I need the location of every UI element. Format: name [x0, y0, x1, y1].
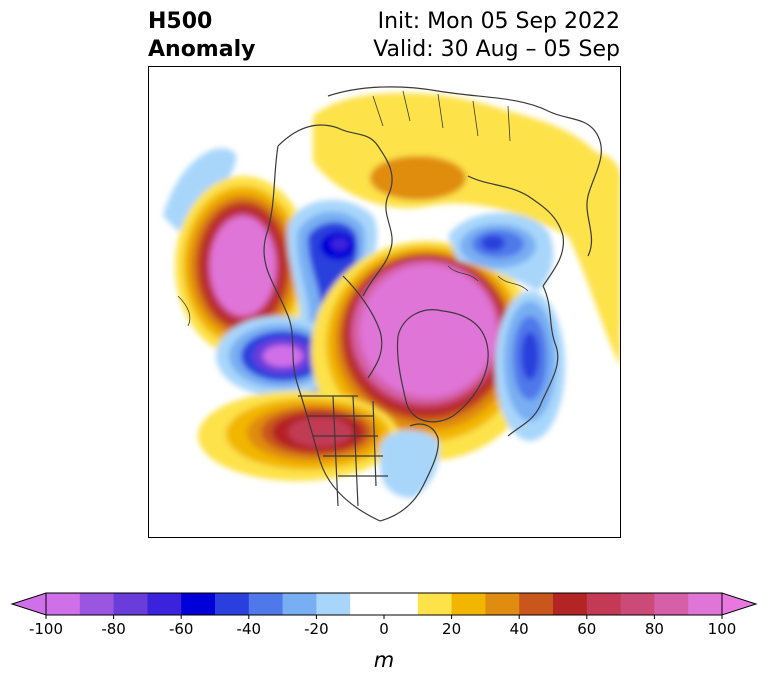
colorbar-segment: [519, 593, 554, 615]
colorbar-ticks: -100 -80 -60 -40 -20 0 20 40 60 80 100: [29, 615, 736, 638]
colorbar-tick-label: -20: [304, 620, 329, 638]
colorbar-segment: [485, 593, 520, 615]
colorbar-segment: [417, 593, 453, 615]
colorbar-segment: [79, 593, 115, 615]
colorbar-tick-label: -60: [169, 620, 194, 638]
colorbar-segment: [350, 593, 419, 615]
colorbar-segments: [10, 592, 758, 616]
colorbar-segment: [215, 593, 250, 615]
colorbar-segment: [620, 593, 655, 615]
colorbar-unit-label: m: [374, 648, 394, 672]
colorbar-extend-high: [721, 592, 758, 616]
colorbar-tick-label: 0: [379, 620, 389, 638]
colorbar-segment: [248, 593, 284, 615]
colorbar-segment: [654, 593, 689, 615]
colorbar-segment: [282, 593, 317, 615]
colorbar-tick-label: 80: [645, 620, 664, 638]
colorbar-segment: [147, 593, 182, 615]
colorbar-tick-label: 100: [708, 620, 737, 638]
colorbar-segment: [46, 593, 81, 615]
title-field: Anomaly: [148, 37, 256, 62]
colorbar-segment: [553, 593, 588, 615]
colorbar: -100 -80 -60 -40 -20 0 20 40 60 80 100 m: [10, 592, 758, 672]
colorbar-tick-label: -100: [29, 620, 63, 638]
colorbar-segment: [586, 593, 622, 615]
title-left: H500 Anomaly: [148, 8, 255, 64]
colorbar-segment: [688, 593, 723, 615]
colorbar-tick-label: 60: [577, 620, 596, 638]
negative-anomaly-pacific-north: [163, 148, 237, 231]
colorbar-tick-label: -40: [237, 620, 262, 638]
colorbar-segment: [316, 593, 351, 615]
title-right: Init: Mon 05 Sep 2022 Valid: 30 Aug – 05…: [373, 8, 620, 64]
title-valid-time: Valid: 30 Aug – 05 Sep: [373, 37, 620, 62]
positive-anomaly-north-america-core: [288, 417, 352, 447]
map-frame: [148, 66, 621, 538]
colorbar-segment: [181, 593, 216, 615]
colorbar-tick-label: 20: [442, 620, 461, 638]
negative-anomaly-siberia-core: [481, 235, 505, 251]
colorbar-segment: [451, 593, 486, 615]
negative-anomaly-atlantic-core: [521, 332, 539, 380]
colorbar-segment: [113, 593, 148, 615]
colorbar-tick-label: 40: [510, 620, 529, 638]
positive-anomaly-arctic-core: [360, 265, 496, 397]
positive-anomaly-pacific-core: [210, 216, 276, 316]
negative-anomaly-pacific-core: [263, 345, 303, 367]
negative-anomaly-eastern-us: [380, 430, 440, 498]
title-variable: H500: [148, 9, 213, 34]
colorbar-tick-label: -80: [101, 620, 126, 638]
anomaly-map: [148, 66, 621, 538]
coastlines-and-borders: [177, 86, 602, 522]
title-init-time: Init: Mon 05 Sep 2022: [377, 9, 620, 34]
colorbar-extend-low: [10, 592, 47, 616]
